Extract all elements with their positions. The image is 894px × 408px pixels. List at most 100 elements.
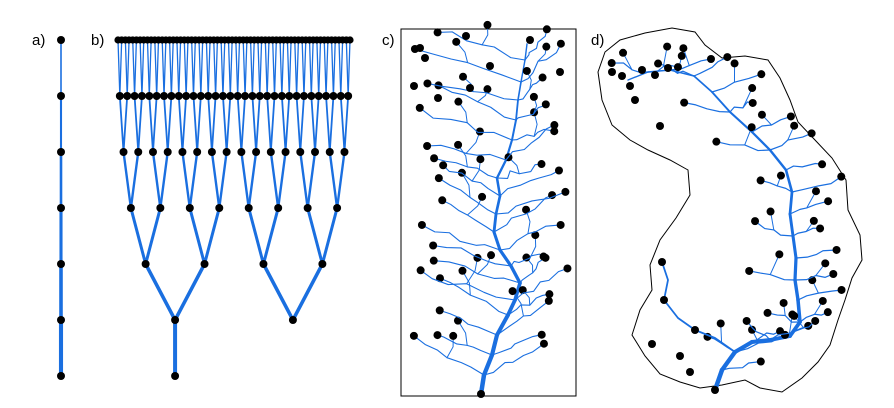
headwater-node [421,54,429,62]
tributary [436,334,493,356]
branch-node [676,352,684,360]
tree-branch [148,39,152,97]
tributary [493,194,553,233]
tree-branch [156,39,160,97]
tree-branch [303,39,307,97]
tree-branch [266,39,270,97]
tree-node [285,92,294,100]
tree-branch [225,95,232,153]
tributary-node [544,296,553,305]
sub-tributary-node [452,37,461,46]
tributary-node [807,129,816,138]
tree-branch [295,39,300,97]
tree-node [270,92,279,100]
tributary-node [415,103,424,112]
tree-branch [151,150,162,210]
main-river [749,337,773,345]
tree-branch [129,206,148,266]
tree-node [222,148,231,156]
panel-d-label: d) [591,32,605,49]
headwater-node [664,64,672,72]
tree-branch [214,39,219,97]
tributary-node [423,141,432,150]
tributary-node [545,290,554,299]
tree-node [207,148,216,156]
tributary-node [537,330,546,339]
tributary-node [816,224,825,233]
tree-branch [251,95,257,153]
sub-tributary [457,320,468,346]
sub-tributary-node [478,192,487,201]
tree-node [115,92,124,100]
tree-branch [240,95,246,153]
tree-node [126,204,135,212]
tree-branch [159,150,169,210]
headwater-node [618,72,626,80]
tree-node [226,92,235,100]
panel-a-linear-chain [57,36,65,380]
tributary-node [837,172,846,181]
tree-node [263,92,272,100]
main-stem [506,298,517,317]
tree-branch [118,95,125,153]
sub-tributary-node [458,266,467,275]
tree-branch [244,39,248,97]
main-stem [481,352,495,378]
tributary-node [811,316,820,325]
tree-branch [122,95,129,153]
tributary [795,249,838,259]
tree-node [237,148,246,156]
sub-tributary-node [619,48,628,57]
tree-node [255,92,264,100]
tributary [421,224,501,251]
tributary-node [435,306,444,315]
headwater-node [556,68,564,76]
tree-branch [255,95,261,153]
tree-branch [163,95,169,153]
main-stem [492,230,502,252]
tree-branch [240,150,250,210]
sub-tributary-node [522,253,531,262]
tributary [437,31,526,61]
tributary [438,177,497,215]
tributary-node [439,161,448,170]
tree-node [322,92,331,100]
tree-branch [295,95,302,153]
tree-node [119,148,128,156]
tree-branch [178,39,182,97]
tree-branch [211,95,217,153]
chain-node [57,204,65,212]
sub-tributary-node [677,51,686,60]
tree-branch [280,95,287,153]
tree-branch [325,95,331,153]
tree-node [211,92,220,100]
tree-branch [251,39,255,97]
tributary-node [763,308,772,317]
tree-branch [222,39,226,97]
headwater-node [486,62,494,70]
sub-tributary-node [449,331,458,340]
tributary-node [538,73,547,82]
tree-node [148,148,157,156]
sub-tributary-node [775,250,784,259]
headwater-node [466,84,474,92]
tributary-node [786,112,795,121]
tree-branch [207,95,213,153]
main-river [768,148,788,172]
tree-branch [144,206,162,266]
tributary-node [654,59,663,68]
tributary-node [542,25,551,34]
main-stem [515,99,519,121]
tree-node [244,204,253,212]
west-branch [661,261,736,353]
panel-b-binary-tree [114,36,354,380]
tree-branch [218,150,228,210]
tree-node [123,92,132,100]
tree-node [215,204,224,212]
tree-branch [188,206,207,266]
sub-tributary-node [476,155,485,164]
outlet-node [477,390,485,398]
tree-branch [284,95,291,153]
branch-node [658,258,666,266]
sub-tributary-node [663,42,672,51]
